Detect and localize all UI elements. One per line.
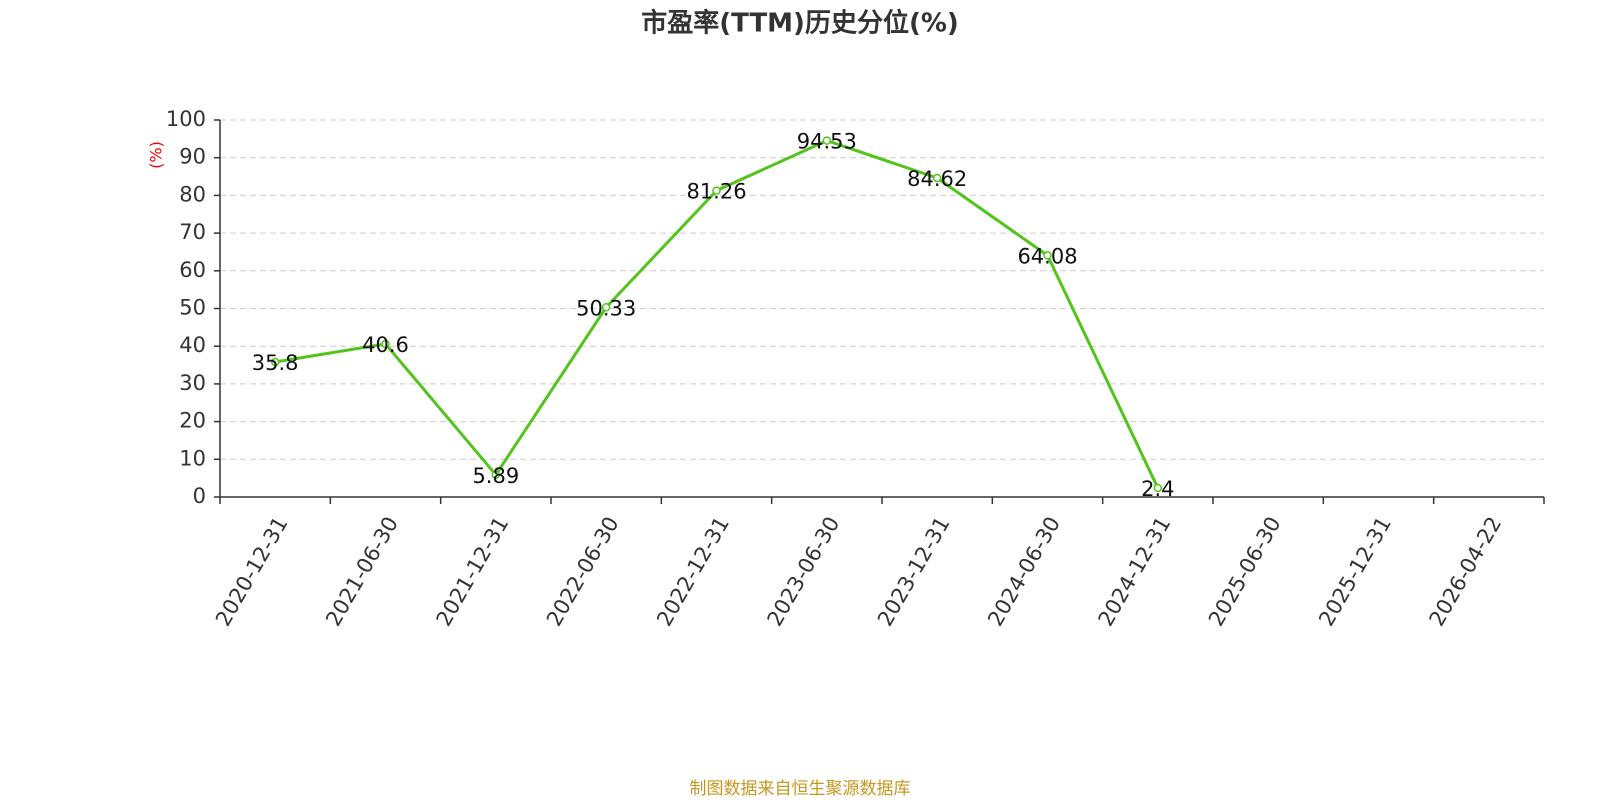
value-label: 5.89 xyxy=(472,464,519,488)
y-tick-label: 60 xyxy=(179,258,206,282)
point-marker xyxy=(381,339,390,349)
value-label: 50.33 xyxy=(576,296,636,320)
point-marker xyxy=(932,173,942,183)
value-label: 84.62 xyxy=(907,167,967,191)
y-tick-label: 40 xyxy=(179,333,206,357)
x-tick-label: 2025-06-30 xyxy=(1204,513,1286,631)
point-marker xyxy=(270,357,280,367)
x-tick-label: 2022-06-30 xyxy=(542,513,624,631)
point-marker xyxy=(822,136,832,145)
value-label: 2.4 xyxy=(1141,477,1174,501)
point-marker xyxy=(491,470,501,480)
x-tick-label: 2026-04-22 xyxy=(1425,513,1507,631)
point-marker xyxy=(712,186,721,195)
point-marker xyxy=(1153,483,1163,493)
x-tick-label: 2025-12-31 xyxy=(1314,513,1396,631)
y-tick-label: 70 xyxy=(179,220,206,244)
x-tick-label: 2024-12-31 xyxy=(1094,513,1176,631)
x-tick-label: 2024-06-30 xyxy=(983,513,1065,631)
y-tick-label: 90 xyxy=(179,145,206,169)
point-marker xyxy=(1043,251,1052,260)
y-tick-label: 0 xyxy=(193,484,206,508)
source-note: 制图数据来自恒生聚源数据库 xyxy=(690,779,911,799)
y-tick-label: 100 xyxy=(166,107,206,131)
x-tick-label: 2023-06-30 xyxy=(763,513,845,631)
value-label: 35.8 xyxy=(252,351,299,375)
x-tick-label: 2021-12-31 xyxy=(432,513,514,631)
y-tick-label: 20 xyxy=(179,409,206,433)
value-label: 94.53 xyxy=(797,130,857,154)
value-label: 64.08 xyxy=(1017,244,1077,268)
y-tick-label: 50 xyxy=(179,296,206,320)
point-marker xyxy=(601,303,611,312)
x-tick-label: 2020-12-31 xyxy=(211,513,293,631)
y-tick-label: 80 xyxy=(179,182,206,206)
chart-title: 市盈率(TTM)历史分位(%) xyxy=(641,8,959,39)
x-tick-label: 2023-12-31 xyxy=(873,513,955,631)
value-label: 40.6 xyxy=(362,333,409,357)
y-axis-label: (%) xyxy=(147,141,166,169)
x-tick-label: 2022-12-31 xyxy=(652,513,734,631)
value-label: 81.26 xyxy=(686,180,746,204)
y-tick-label: 10 xyxy=(179,446,206,470)
y-tick-label: 30 xyxy=(179,371,206,395)
x-tick-label: 2021-06-30 xyxy=(321,513,403,631)
